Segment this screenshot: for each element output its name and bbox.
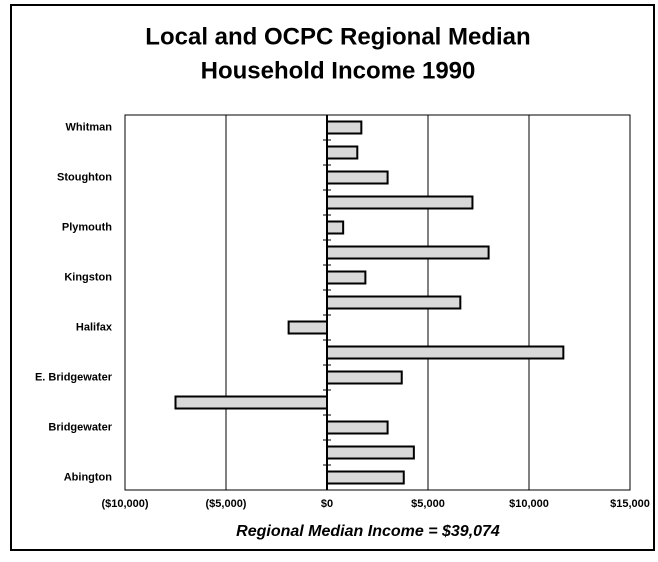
y-tick-label: Stoughton — [57, 171, 112, 183]
bar — [326, 295, 462, 310]
bar — [326, 245, 490, 260]
x-tick-label: $10,000 — [509, 498, 549, 510]
y-tick-label: Abington — [64, 471, 113, 483]
bar — [326, 420, 389, 435]
x-tick-label: $5,000 — [411, 498, 445, 510]
x-tick-label: $15,000 — [610, 498, 650, 510]
bar — [326, 195, 474, 210]
y-tick-label: Halifax — [76, 321, 113, 333]
y-tick-label: E. Bridgewater — [35, 371, 113, 383]
x-axis-label: Regional Median Income = $39,074 — [236, 523, 500, 540]
bar — [287, 320, 328, 335]
chart-title: Household Income 1990 — [201, 57, 476, 84]
bar — [326, 445, 415, 460]
bar — [326, 120, 363, 135]
x-tick-label: ($5,000) — [206, 498, 247, 510]
x-tick-label: $0 — [321, 498, 333, 510]
bar — [326, 170, 389, 185]
bar — [326, 345, 565, 360]
y-tick-label: Whitman — [66, 121, 113, 133]
y-tick-label: Plymouth — [62, 221, 112, 233]
bar — [174, 395, 328, 410]
bar — [326, 370, 403, 385]
x-tick-label: ($10,000) — [101, 498, 148, 510]
bar — [326, 220, 345, 235]
bar — [326, 470, 405, 485]
chart-title: Local and OCPC Regional Median — [145, 23, 530, 50]
y-tick-label: Bridgewater — [48, 421, 112, 433]
bar — [326, 145, 359, 160]
y-tick-label: Kingston — [64, 271, 112, 283]
bar — [326, 270, 367, 285]
